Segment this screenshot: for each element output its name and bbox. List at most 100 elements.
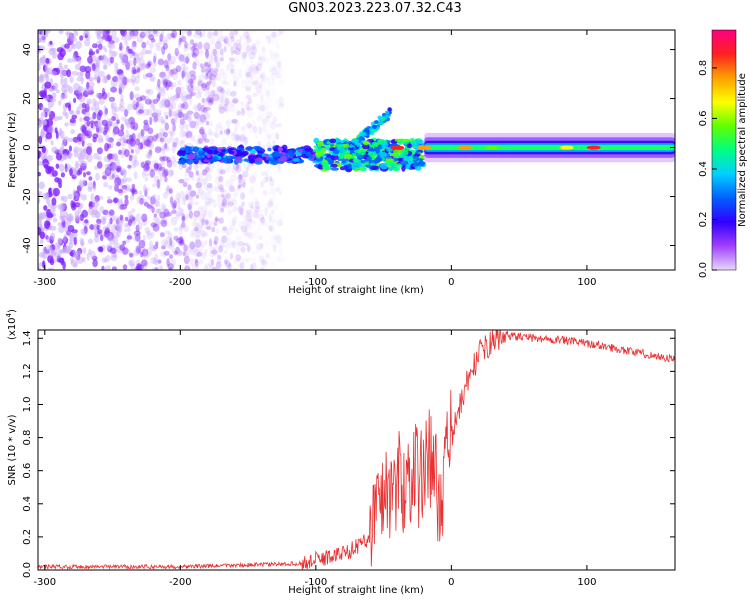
noise-point — [219, 103, 223, 110]
noise-point — [271, 34, 278, 41]
noise-point — [208, 58, 214, 63]
signal-point — [391, 143, 398, 147]
noise-point — [119, 137, 127, 144]
noise-point — [262, 125, 270, 134]
noise-point — [83, 225, 88, 235]
noise-point — [182, 65, 189, 71]
noise-point — [207, 182, 213, 189]
noise-point — [40, 130, 45, 137]
noise-point — [255, 85, 262, 94]
noise-point — [90, 106, 95, 111]
noise-point — [195, 182, 203, 189]
noise-point — [265, 96, 272, 105]
noise-point — [200, 83, 208, 89]
noise-point — [177, 197, 181, 207]
noise-point — [255, 211, 259, 217]
noise-point — [256, 64, 261, 71]
noise-point — [171, 247, 176, 254]
noise-point — [217, 257, 221, 265]
noise-point — [274, 234, 282, 244]
noise-point — [266, 111, 273, 119]
figure-title: GN03.2023.223.07.32.C43 — [288, 1, 462, 16]
noise-point — [255, 76, 260, 81]
noise-point — [252, 92, 258, 97]
noise-point — [48, 47, 56, 56]
noise-point — [259, 53, 267, 62]
noise-point — [262, 106, 267, 112]
x-tick-label: 100 — [577, 277, 596, 288]
noise-point — [219, 239, 224, 249]
noise-point — [111, 153, 117, 161]
noise-point — [203, 210, 208, 216]
noise-point — [262, 50, 266, 58]
noise-point — [240, 51, 245, 60]
noise-point — [217, 86, 224, 93]
noise-point — [83, 87, 90, 95]
noise-point — [262, 256, 268, 261]
noise-point — [248, 97, 253, 106]
noise-point — [278, 255, 285, 264]
noise-point — [111, 116, 116, 122]
noise-point — [127, 103, 134, 111]
noise-point — [104, 108, 109, 115]
noise-point — [76, 71, 84, 77]
noise-point — [111, 107, 117, 116]
signal-point — [180, 158, 186, 165]
noise-point — [120, 123, 125, 132]
noise-point — [119, 244, 126, 251]
noise-point — [184, 252, 190, 257]
noise-point — [245, 213, 253, 222]
noise-point — [175, 51, 183, 60]
noise-point — [58, 30, 64, 35]
noise-point — [208, 259, 214, 268]
noise-point — [163, 250, 170, 256]
noise-point — [197, 114, 204, 123]
noise-point — [262, 190, 268, 195]
noise-point — [220, 80, 227, 85]
noise-point — [165, 39, 169, 45]
noise-point — [207, 128, 213, 136]
noise-point — [248, 230, 252, 240]
noise-point — [265, 176, 272, 182]
noise-point — [79, 35, 84, 41]
noise-point — [277, 103, 285, 109]
noise-point — [111, 169, 116, 177]
noise-point — [164, 122, 169, 131]
noise-point — [158, 265, 162, 270]
noise-point — [38, 75, 45, 83]
noise-point — [113, 231, 120, 238]
noise-point — [167, 32, 173, 40]
noise-point — [201, 83, 208, 91]
noise-point — [203, 218, 211, 224]
noise-point — [67, 213, 74, 223]
noise-point — [44, 62, 49, 70]
noise-point — [79, 65, 87, 73]
noise-point — [263, 203, 270, 211]
noise-point — [197, 41, 203, 50]
noise-point — [235, 45, 242, 55]
noise-point — [260, 267, 265, 270]
noise-point — [87, 86, 95, 93]
noise-point — [277, 122, 283, 128]
noise-point — [147, 151, 151, 160]
noise-point — [92, 136, 97, 143]
noise-point — [239, 207, 244, 216]
noise-point — [194, 139, 202, 145]
noise-point — [165, 64, 170, 72]
noise-point — [144, 176, 148, 182]
noise-point — [270, 87, 277, 96]
noise-point — [132, 99, 137, 109]
noise-point — [275, 131, 280, 140]
noise-point — [231, 217, 237, 226]
noise-point — [178, 225, 185, 230]
noise-point — [230, 99, 236, 107]
noise-point — [153, 52, 158, 61]
noise-point — [201, 97, 206, 104]
noise-point — [240, 225, 248, 233]
noise-point — [228, 40, 233, 50]
signal-point — [357, 154, 364, 160]
noise-point — [84, 30, 90, 36]
noise-point — [132, 69, 138, 75]
colorbar-gradient — [711, 29, 737, 271]
noise-point — [278, 190, 282, 195]
